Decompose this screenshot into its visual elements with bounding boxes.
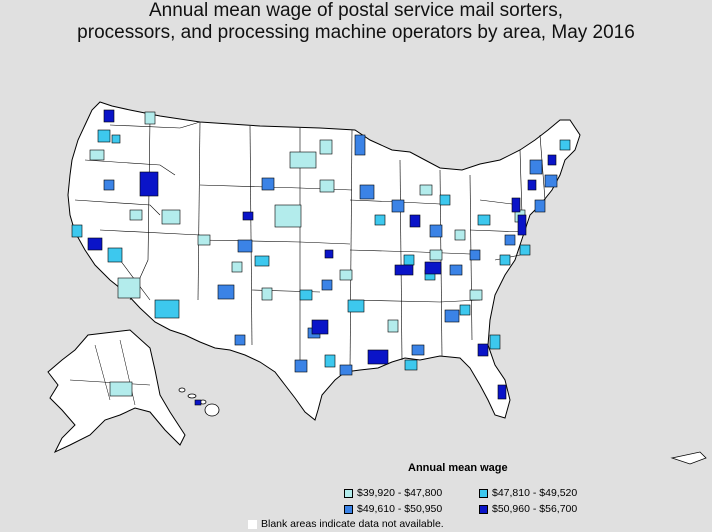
areas-range-1 xyxy=(89,111,526,397)
map-title: Annual mean wage of postal service mail … xyxy=(0,0,712,44)
blank-area-swatch xyxy=(248,519,257,529)
areas-range-3 xyxy=(103,134,558,376)
legend-item-2: $47,810 - $49,520 xyxy=(479,487,614,499)
map-title-line-2: processors, and processing machine opera… xyxy=(77,22,635,43)
legend-item-1: $39,920 - $47,800 xyxy=(344,487,479,499)
areas-range-4 xyxy=(87,109,557,406)
legend-label-4: $50,960 - $56,700 xyxy=(492,503,578,515)
legend-swatch-1 xyxy=(344,488,353,498)
legend-item-3: $49,610 - $50,950 xyxy=(344,503,479,515)
footnote-text: Blank areas indicate data not available. xyxy=(261,518,444,530)
legend: $39,920 - $47,800 $47,810 - $49,520 $49,… xyxy=(344,487,614,515)
legend-label-2: $47,810 - $49,520 xyxy=(492,487,578,499)
hawaii-islands xyxy=(178,387,220,417)
map-title-line-1: Annual mean wage of postal service mail … xyxy=(149,0,563,21)
legend-title: Annual mean wage xyxy=(408,462,508,474)
legend-swatch-3 xyxy=(344,504,353,514)
legend-label-1: $39,920 - $47,800 xyxy=(357,487,443,499)
puerto-rico-outline xyxy=(670,451,707,465)
legend-swatch-2 xyxy=(479,488,488,498)
legend-item-4: $50,960 - $56,700 xyxy=(479,503,614,515)
footnote: Blank areas indicate data not available. xyxy=(248,518,444,530)
contiguous-us-outline xyxy=(67,101,581,421)
areas-range-2 xyxy=(71,129,571,371)
legend-swatch-4 xyxy=(479,504,488,514)
legend-label-3: $49,610 - $50,950 xyxy=(357,503,443,515)
